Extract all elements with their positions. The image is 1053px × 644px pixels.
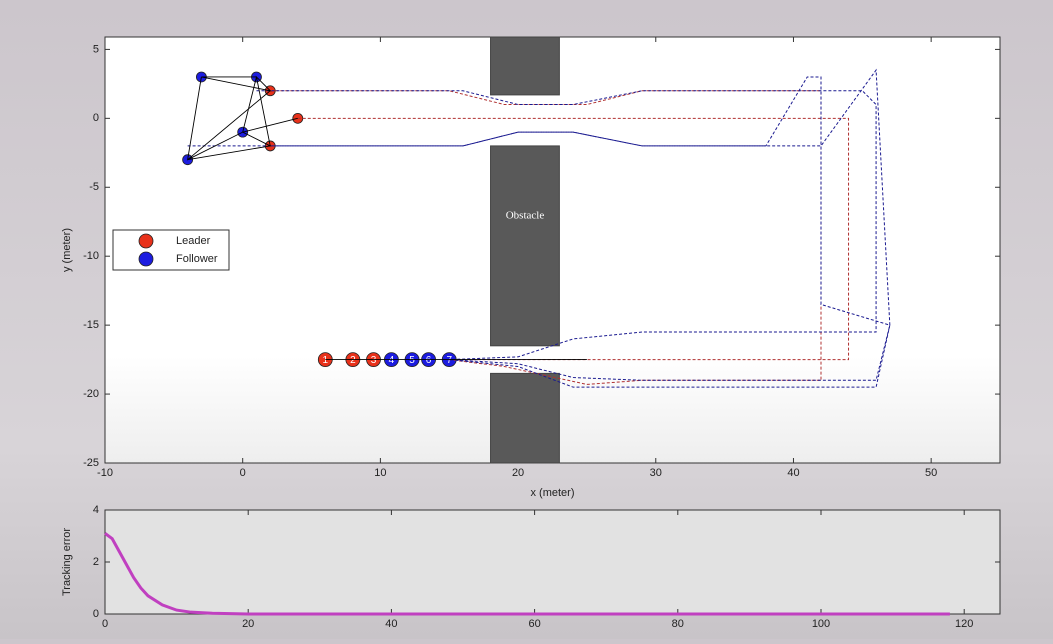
trajectory [297, 117, 850, 361]
y-axis-label: Tracking error [61, 528, 73, 596]
obstacle [490, 372, 560, 464]
agent-label: 4 [389, 355, 395, 366]
x-tick-label: 40 [385, 618, 397, 630]
legend-marker [138, 233, 154, 249]
x-tick-label: 10 [374, 467, 386, 479]
agent-label: 2 [350, 355, 356, 366]
legend-label: Leader [176, 235, 211, 247]
obstacle [490, 145, 560, 347]
agent-label: 3 [371, 355, 377, 366]
x-tick-label: 0 [102, 618, 108, 630]
trajectory [187, 75, 587, 361]
x-tick-label: 0 [240, 467, 246, 479]
y-tick-label: 0 [93, 608, 99, 620]
y-tick-label: -20 [83, 388, 99, 400]
y-tick-label: -15 [83, 319, 99, 331]
y-tick-label: 4 [93, 504, 99, 516]
plot-area [104, 509, 1001, 615]
y-tick-label: -25 [83, 457, 99, 469]
y-tick-label: 0 [93, 112, 99, 124]
agent-label: 5 [409, 355, 415, 366]
agent-label: 6 [426, 355, 432, 366]
trajectory [270, 90, 822, 385]
legend-box [112, 229, 230, 271]
x-tick-label: 40 [787, 467, 799, 479]
x-tick-label: 20 [512, 467, 524, 479]
y-tick-label: 5 [93, 43, 99, 55]
x-tick-label: 20 [242, 618, 254, 630]
x-axis-label: x (meter) [531, 487, 575, 499]
x-tick-label: 30 [650, 467, 662, 479]
agent-label: 7 [446, 355, 452, 366]
agent-label: 1 [323, 355, 329, 366]
x-tick-label: 60 [528, 618, 540, 630]
y-tick-label: -10 [83, 250, 99, 262]
plot-content: Obstacle 1 2 3 4 5 6 7 [182, 36, 560, 464]
obstacle [490, 36, 560, 96]
y-axis-label: y (meter) [61, 228, 73, 272]
x-tick-label: -10 [97, 467, 113, 479]
error-line [104, 532, 950, 616]
trajectory [270, 68, 891, 381]
legend-marker [138, 251, 154, 267]
x-tick-label: 120 [955, 618, 973, 630]
x-tick-label: 80 [672, 618, 684, 630]
legend-label: Follower [176, 253, 218, 265]
annotation: Obstacle [506, 209, 545, 221]
y-tick-label: -5 [89, 181, 99, 193]
x-tick-label: 100 [812, 618, 830, 630]
x-tick-label: 50 [925, 467, 937, 479]
y-tick-label: 2 [93, 556, 99, 568]
